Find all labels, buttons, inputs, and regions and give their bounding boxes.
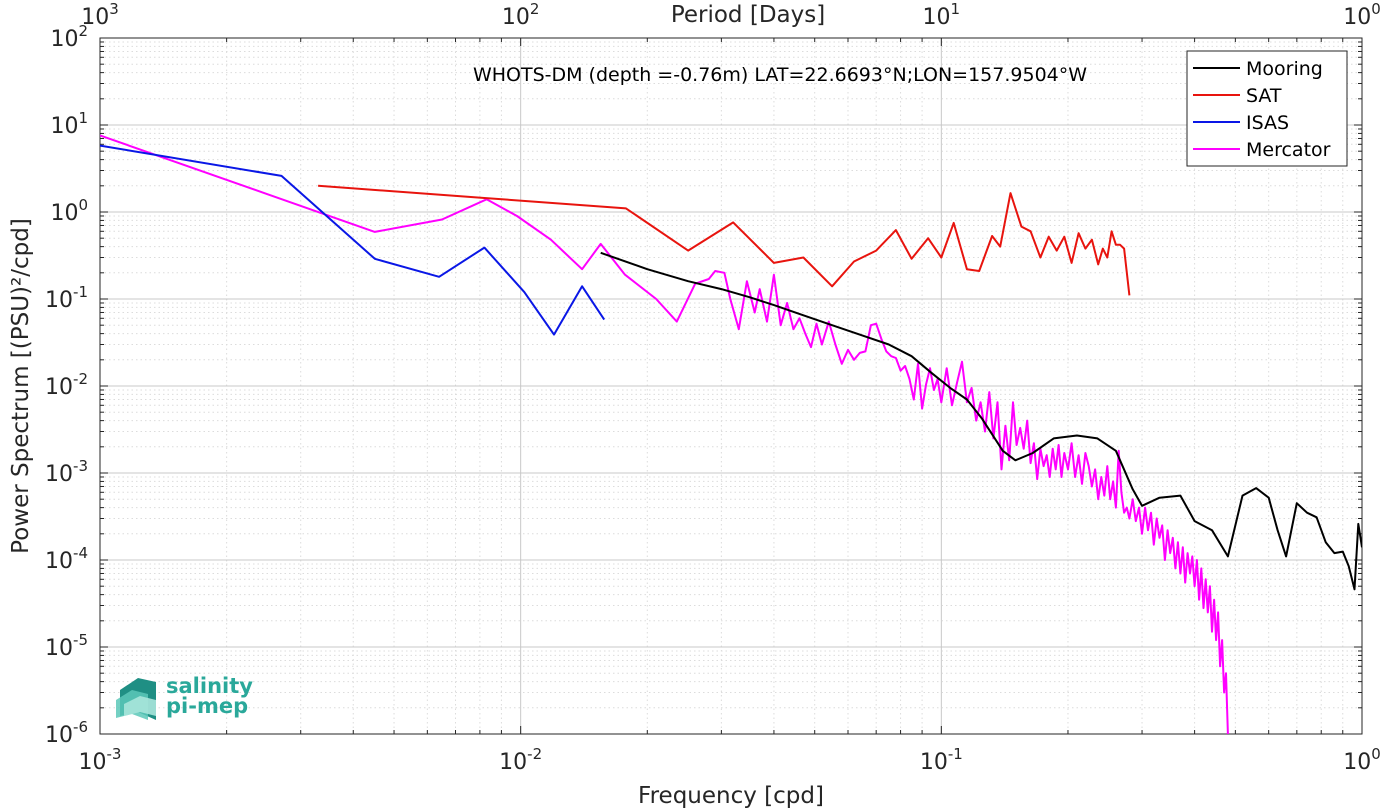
y-tick-label: 10-3: [45, 457, 88, 487]
y-tick-label: 100: [50, 196, 88, 226]
y-tick-label: 10-6: [45, 718, 88, 748]
top-tick-label: 101: [923, 0, 961, 30]
logo-mark-layer2-icon: [124, 696, 156, 716]
y-tick-label: 10-5: [45, 631, 88, 661]
series-layer: [100, 134, 1362, 734]
x-axis-label: Frequency [cpd]: [638, 783, 824, 809]
top-tick-label: 103: [81, 0, 119, 30]
y-axis-label: Power Spectrum [(PSU)²/cpd]: [8, 218, 34, 554]
y-tick-label: 10-1: [45, 283, 88, 313]
x-tick-label: 10-2: [499, 745, 542, 775]
y-tick-label: 102: [50, 22, 88, 52]
legend-label-mercator: Mercator: [1246, 139, 1331, 161]
logo-line1: salinity: [166, 674, 253, 698]
x-tick-label: 10-1: [920, 745, 963, 775]
y-tick-label: 101: [50, 109, 88, 139]
top-tick-label: 100: [1343, 0, 1381, 30]
y-tick-label: 10-2: [45, 370, 88, 400]
legend-label-isas: ISAS: [1246, 112, 1289, 134]
x-tick-label: 10-3: [79, 745, 122, 775]
logo-line2: pi-mep: [166, 694, 248, 718]
series-line-sat: [318, 184, 1131, 296]
grid: [99, 37, 1363, 735]
legend-label-sat: SAT: [1246, 85, 1282, 107]
chart-title: WHOTS-DM (depth =-0.76m) LAT=22.6693°N;L…: [473, 64, 1087, 86]
legend-label-mooring: Mooring: [1246, 58, 1323, 80]
y-tick-label: 10-4: [45, 544, 88, 574]
legend-box: [1186, 50, 1348, 167]
x-tick-label: 100: [1343, 745, 1381, 775]
series-line-mooring: [600, 251, 1362, 591]
series-line-mercator: [100, 134, 1229, 734]
top-tick-label: 102: [502, 0, 540, 30]
top-axis-label: Period [Days]: [671, 2, 825, 28]
legend: Mooring SAT ISAS Mercator: [1186, 50, 1348, 167]
salinity-pi-mep-logo: salinity pi-mep: [116, 674, 253, 720]
series-line-isas: [100, 144, 606, 336]
